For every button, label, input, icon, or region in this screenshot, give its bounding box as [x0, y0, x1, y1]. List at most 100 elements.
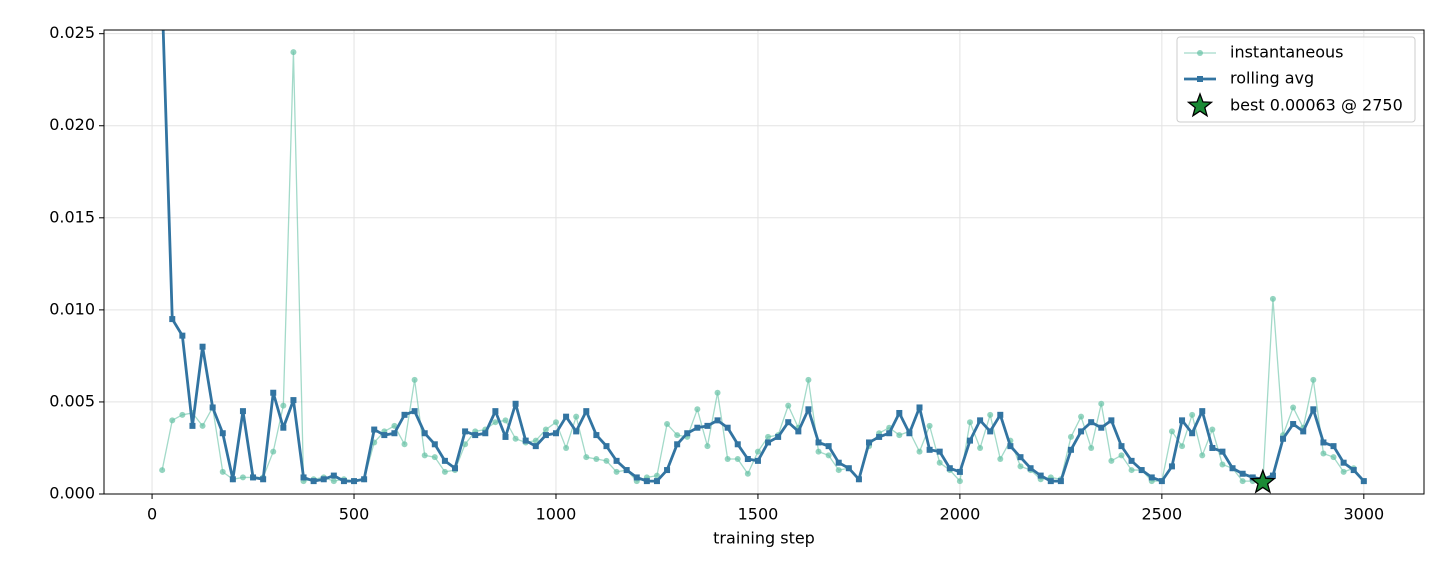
data-point	[280, 402, 287, 409]
data-point	[734, 456, 741, 463]
data-point	[775, 433, 782, 440]
data-point	[754, 457, 761, 464]
data-point	[956, 468, 963, 475]
data-point	[219, 430, 226, 437]
data-point	[1047, 478, 1054, 485]
data-point	[452, 465, 459, 472]
data-point	[653, 472, 660, 479]
data-point	[704, 443, 711, 450]
data-point	[250, 474, 257, 481]
data-point	[1168, 428, 1175, 435]
data-point	[845, 465, 852, 472]
data-point	[270, 389, 277, 396]
data-point	[280, 424, 287, 431]
data-point	[744, 456, 751, 463]
data-point	[966, 419, 973, 426]
data-point	[502, 417, 509, 424]
x-tick-label: 3000	[1343, 505, 1384, 524]
data-point	[896, 409, 903, 416]
data-point	[593, 432, 600, 439]
data-point	[159, 467, 166, 474]
data-point	[522, 437, 529, 444]
data-point	[815, 439, 822, 446]
best-marker	[1249, 468, 1277, 494]
data-point	[1219, 448, 1226, 455]
data-point	[573, 428, 580, 435]
data-point	[1168, 463, 1175, 470]
legend: instantaneous rolling avg best 0.00063 @ 2…	[1176, 36, 1416, 123]
data-point	[795, 428, 802, 435]
data-point	[1067, 446, 1074, 453]
data-point	[896, 432, 903, 439]
data-point	[563, 413, 570, 420]
data-point	[916, 404, 923, 411]
legend-marker	[1197, 76, 1203, 82]
data-point	[1108, 417, 1115, 424]
data-point	[320, 476, 327, 483]
data-point	[1067, 433, 1074, 440]
y-tick-label: 0.000	[49, 484, 95, 503]
data-point	[340, 478, 347, 485]
data-point	[674, 432, 681, 439]
data-point	[1320, 450, 1327, 457]
data-point	[573, 413, 580, 420]
data-point	[411, 376, 418, 383]
data-point	[169, 417, 176, 424]
data-point	[1360, 478, 1367, 485]
x-axis-label: training step	[713, 529, 815, 548]
data-point	[694, 424, 701, 431]
data-point	[866, 439, 873, 446]
legend-box	[1176, 36, 1416, 123]
data-point	[492, 408, 499, 415]
data-point	[977, 417, 984, 424]
data-point	[1037, 472, 1044, 479]
data-point	[1128, 457, 1135, 464]
data-point	[916, 448, 923, 455]
data-point	[1350, 467, 1357, 474]
data-point	[1219, 461, 1226, 468]
data-point	[714, 417, 721, 424]
y-tick-label: 0.025	[49, 23, 95, 42]
data-point	[704, 422, 711, 429]
data-point	[1209, 444, 1216, 451]
data-point	[492, 419, 499, 426]
data-point	[532, 437, 539, 444]
data-point	[542, 432, 549, 439]
data-point	[805, 376, 812, 383]
data-point	[583, 454, 590, 461]
y-tick-label: 0.010	[49, 299, 95, 318]
data-point	[1118, 452, 1125, 459]
data-point	[936, 459, 943, 466]
data-point	[290, 397, 297, 404]
data-point	[1128, 467, 1135, 474]
x-tick-label: 500	[339, 505, 370, 524]
data-point	[593, 456, 600, 463]
data-point	[855, 476, 862, 483]
plot-area	[159, 30, 1367, 486]
data-point	[1229, 465, 1236, 472]
data-point	[1098, 424, 1105, 431]
data-point	[1098, 400, 1105, 407]
data-point	[603, 457, 610, 464]
grid	[104, 30, 1424, 495]
data-point	[1239, 470, 1246, 477]
data-point	[552, 419, 559, 426]
legend-label: rolling avg	[1230, 69, 1314, 88]
data-point	[977, 444, 984, 451]
data-point	[1300, 428, 1307, 435]
data-point	[1088, 444, 1095, 451]
data-point	[542, 426, 549, 433]
data-point	[926, 422, 933, 429]
data-point	[1189, 430, 1196, 437]
data-point	[1148, 474, 1155, 481]
data-point	[441, 457, 448, 464]
data-point	[441, 468, 448, 475]
data-point	[199, 422, 206, 429]
data-point	[603, 443, 610, 450]
data-point	[987, 411, 994, 418]
data-point	[835, 459, 842, 466]
data-point	[290, 49, 297, 56]
data-point	[1330, 454, 1337, 461]
data-point	[482, 430, 489, 437]
data-point	[1269, 472, 1276, 479]
